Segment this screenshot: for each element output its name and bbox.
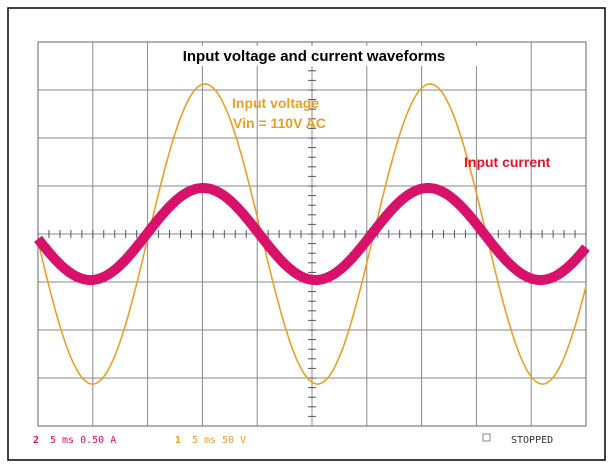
- stop-icon: [482, 433, 491, 442]
- voltage-label: Input voltage: [232, 95, 319, 111]
- title: Input voltage and current waveforms: [183, 48, 446, 65]
- current-waveform: [34, 183, 590, 285]
- voltage-waveform: [37, 83, 587, 385]
- channel1-marker: 1: [175, 435, 181, 446]
- voltage-spec: Vin = 110V AC: [233, 115, 326, 131]
- current-label: Input current: [464, 154, 551, 170]
- channel1-scale: 5 ms 50 V: [192, 435, 246, 446]
- channel2-marker: 2: [33, 435, 39, 446]
- channel2-scale: 5 ms 0.50 A: [50, 435, 116, 446]
- title-background: [148, 46, 480, 66]
- run-state: STOPPED: [511, 435, 553, 446]
